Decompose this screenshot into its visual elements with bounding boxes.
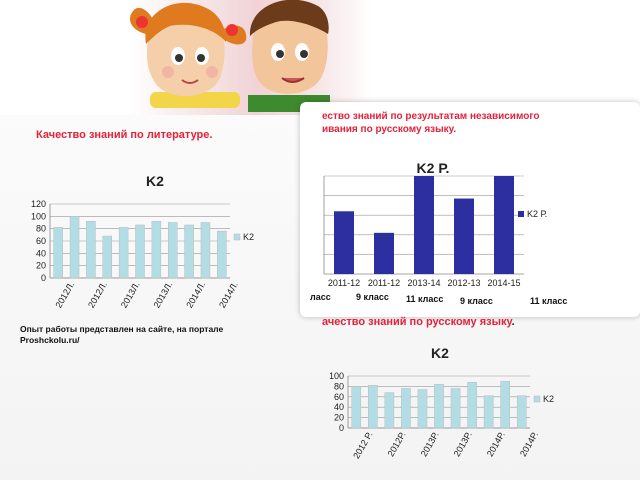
x-tick-label: 2013-14 — [407, 278, 440, 288]
y-tick-label: 20 — [36, 261, 46, 271]
y-tick-label: 120 — [31, 199, 46, 209]
bar — [483, 395, 494, 429]
legend-swatch — [533, 395, 541, 403]
y-tick-label: 0 — [41, 273, 46, 283]
legend-label: K2 — [543, 394, 554, 404]
grade-label: 11 класс — [406, 294, 444, 304]
bar — [454, 198, 474, 274]
russian-title-tail: . — [511, 316, 515, 328]
bar — [200, 222, 211, 279]
chart-title-russian: K2 — [431, 345, 449, 361]
y-tick-label: 0 — [339, 423, 344, 433]
x-tick-label: 2013Л. — [119, 280, 142, 310]
x-tick-label: 2012Л. — [53, 280, 76, 310]
y-tick-label: 100 — [31, 211, 46, 221]
legend-swatch — [518, 211, 524, 217]
kids-illustration — [130, 0, 330, 112]
boy-illustration — [248, 0, 330, 112]
title-line-2: ивания по русскому языку. — [322, 124, 457, 135]
bar — [184, 224, 194, 279]
legend-label: K2 Р. — [527, 209, 547, 219]
x-tick-label: 2014Л. — [184, 280, 207, 310]
bar — [500, 380, 510, 429]
bar — [334, 211, 354, 274]
y-tick-label: 40 — [36, 248, 46, 258]
bar — [351, 386, 362, 429]
bar — [417, 389, 428, 429]
chart-title-k2r: K2 Р. — [416, 160, 450, 176]
bar — [217, 230, 227, 279]
legend-label: K2 — [243, 232, 254, 242]
y-tick-label: 100 — [330, 371, 344, 381]
grade-labels-row: ласс 9 класс 11 класс 9 класс 11 класс — [300, 289, 640, 306]
bar — [374, 232, 394, 274]
bar — [450, 388, 461, 429]
bar — [414, 176, 434, 274]
y-tick-label: 60 — [334, 392, 344, 402]
literature-title: Качество знаний по литературе. — [36, 129, 213, 141]
grade-label: ласс — [310, 292, 331, 302]
x-tick-label: 2014Л. — [217, 280, 240, 310]
x-tick-label: 2011-12 — [328, 278, 360, 288]
grade-label: 11 класс — [530, 296, 568, 306]
x-tick-label: 2014Р. — [485, 430, 507, 458]
bar — [401, 388, 411, 429]
y-tick-label: 40 — [334, 402, 344, 412]
russian-title: ачество знаний по русскому языку. — [322, 316, 515, 328]
bar — [86, 221, 96, 279]
chart-k2r: 2011-12 2011-12 2013-14 2012-13 2014-15 K2 Р. — [323, 175, 547, 288]
portal-note: Опыт работы представлен на сайте, на пор… — [20, 324, 223, 346]
title-line-1: ество знаний по результатам независимого — [322, 111, 540, 122]
chart-literature: 0 20 40 60 80 100 120 2012Л. 2012Л. 2013Л. 2013Л. 2… — [31, 199, 254, 310]
bar — [434, 384, 444, 429]
independent-assessment-title: ество знаний по результатам независимого… — [322, 110, 539, 136]
bar — [167, 222, 178, 279]
y-tick-label: 60 — [36, 236, 46, 246]
bar — [135, 224, 145, 279]
chart-title-literature: K2 — [146, 173, 164, 189]
legend-swatch — [233, 233, 241, 241]
bar — [368, 385, 378, 429]
x-tick-label: 2012-13 — [447, 278, 480, 288]
bar — [384, 392, 395, 429]
y-tick-label: 80 — [334, 381, 344, 391]
x-tick-label: 2013Л. — [152, 280, 175, 310]
y-tick-label: 20 — [334, 413, 344, 423]
note-line-1: Опыт работы представлен на сайте, на пор… — [20, 324, 224, 334]
bar — [467, 381, 477, 429]
grade-label: 9 класс — [460, 296, 493, 306]
x-tick-label: 2014Р. — [518, 430, 540, 458]
bar — [118, 227, 129, 279]
x-tick-label: 2011-12 — [368, 278, 400, 288]
bar — [151, 221, 162, 279]
x-tick-label: 2012 Р. — [351, 430, 374, 460]
x-tick-label: 2012Р. — [386, 430, 408, 458]
girl-illustration — [130, 2, 247, 108]
x-tick-label: 2013Р. — [452, 430, 474, 458]
bar — [516, 395, 527, 429]
grade-label: 9 класс — [356, 292, 389, 302]
y-tick-label: 80 — [36, 224, 46, 234]
x-tick-label: 2013Р. — [419, 430, 441, 458]
bar — [53, 227, 63, 279]
russian-title-text: ачество знаний по русскому языку — [322, 316, 512, 328]
x-tick-label: 2014-15 — [487, 278, 520, 288]
note-line-2: Proshckolu.ru/ — [20, 335, 80, 345]
x-tick-label: 2012Л. — [86, 280, 109, 310]
bar — [102, 235, 113, 279]
bar — [69, 216, 80, 279]
bar — [494, 176, 514, 274]
